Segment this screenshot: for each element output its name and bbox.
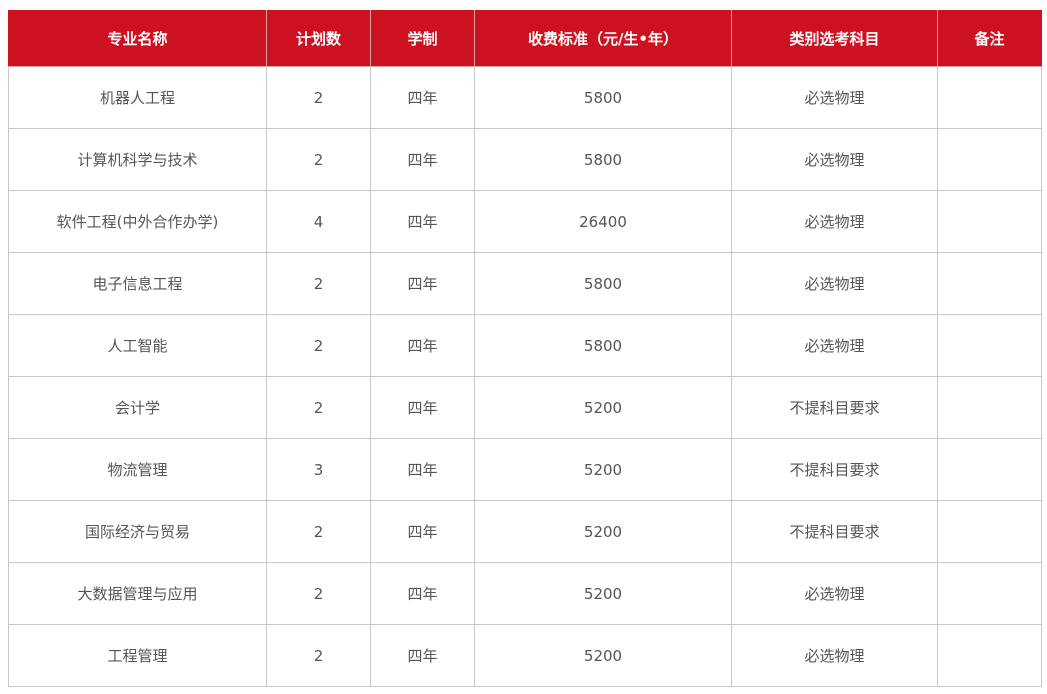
cell-remarks bbox=[937, 314, 1042, 377]
table-header-row: 专业名称 计划数 学制 收费标准（元/生•年） 类别选考科目 备注 bbox=[8, 10, 1042, 67]
header-remarks: 备注 bbox=[937, 10, 1042, 67]
cell-duration: 四年 bbox=[370, 562, 475, 625]
cell-duration: 四年 bbox=[370, 438, 475, 501]
table-row: 大数据管理与应用 2 四年 5200 必选物理 bbox=[8, 562, 1042, 625]
cell-major-name: 机器人工程 bbox=[8, 66, 267, 129]
cell-major-name: 物流管理 bbox=[8, 438, 267, 501]
table-row: 会计学 2 四年 5200 不提科目要求 bbox=[8, 376, 1042, 439]
table-row: 电子信息工程 2 四年 5800 必选物理 bbox=[8, 252, 1042, 315]
header-major-name: 专业名称 bbox=[8, 10, 267, 67]
cell-remarks bbox=[937, 190, 1042, 253]
table-row: 人工智能 2 四年 5800 必选物理 bbox=[8, 314, 1042, 377]
cell-subject-requirement: 必选物理 bbox=[731, 66, 938, 129]
cell-tuition: 5200 bbox=[474, 376, 732, 439]
cell-major-name: 计算机科学与技术 bbox=[8, 128, 267, 191]
cell-subject-requirement: 必选物理 bbox=[731, 624, 938, 687]
table-row: 机器人工程 2 四年 5800 必选物理 bbox=[8, 66, 1042, 129]
cell-remarks bbox=[937, 252, 1042, 315]
cell-plan-count: 2 bbox=[266, 562, 371, 625]
cell-tuition: 5200 bbox=[474, 438, 732, 501]
cell-duration: 四年 bbox=[370, 252, 475, 315]
cell-tuition: 5800 bbox=[474, 314, 732, 377]
cell-remarks bbox=[937, 376, 1042, 439]
enrollment-plan-table: 专业名称 计划数 学制 收费标准（元/生•年） 类别选考科目 备注 机器人工程 2 四年 580… bbox=[8, 10, 1042, 687]
cell-major-name: 人工智能 bbox=[8, 314, 267, 377]
header-subject-requirement: 类别选考科目 bbox=[731, 10, 938, 67]
cell-major-name: 工程管理 bbox=[8, 624, 267, 687]
cell-subject-requirement: 必选物理 bbox=[731, 562, 938, 625]
table-row: 软件工程(中外合作办学) 4 四年 26400 必选物理 bbox=[8, 190, 1042, 253]
cell-plan-count: 2 bbox=[266, 376, 371, 439]
cell-plan-count: 2 bbox=[266, 66, 371, 129]
cell-major-name: 电子信息工程 bbox=[8, 252, 267, 315]
table-row: 物流管理 3 四年 5200 不提科目要求 bbox=[8, 438, 1042, 501]
table-row: 工程管理 2 四年 5200 必选物理 bbox=[8, 624, 1042, 687]
cell-tuition: 5800 bbox=[474, 252, 732, 315]
cell-tuition: 5800 bbox=[474, 66, 732, 129]
cell-subject-requirement: 不提科目要求 bbox=[731, 500, 938, 563]
cell-plan-count: 2 bbox=[266, 128, 371, 191]
cell-remarks bbox=[937, 128, 1042, 191]
cell-duration: 四年 bbox=[370, 314, 475, 377]
cell-subject-requirement: 必选物理 bbox=[731, 314, 938, 377]
cell-subject-requirement: 必选物理 bbox=[731, 252, 938, 315]
cell-tuition: 26400 bbox=[474, 190, 732, 253]
cell-plan-count: 2 bbox=[266, 314, 371, 377]
cell-plan-count: 3 bbox=[266, 438, 371, 501]
header-duration: 学制 bbox=[370, 10, 475, 67]
header-tuition: 收费标准（元/生•年） bbox=[474, 10, 732, 67]
cell-remarks bbox=[937, 438, 1042, 501]
cell-plan-count: 2 bbox=[266, 252, 371, 315]
cell-plan-count: 4 bbox=[266, 190, 371, 253]
cell-major-name: 软件工程(中外合作办学) bbox=[8, 190, 267, 253]
cell-subject-requirement: 不提科目要求 bbox=[731, 376, 938, 439]
cell-major-name: 国际经济与贸易 bbox=[8, 500, 267, 563]
cell-tuition: 5200 bbox=[474, 500, 732, 563]
cell-duration: 四年 bbox=[370, 624, 475, 687]
cell-subject-requirement: 必选物理 bbox=[731, 128, 938, 191]
cell-remarks bbox=[937, 624, 1042, 687]
cell-tuition: 5200 bbox=[474, 624, 732, 687]
cell-tuition: 5800 bbox=[474, 128, 732, 191]
table-row: 国际经济与贸易 2 四年 5200 不提科目要求 bbox=[8, 500, 1042, 563]
cell-remarks bbox=[937, 500, 1042, 563]
cell-duration: 四年 bbox=[370, 376, 475, 439]
table-row: 计算机科学与技术 2 四年 5800 必选物理 bbox=[8, 128, 1042, 191]
cell-major-name: 会计学 bbox=[8, 376, 267, 439]
cell-duration: 四年 bbox=[370, 500, 475, 563]
cell-remarks bbox=[937, 66, 1042, 129]
cell-remarks bbox=[937, 562, 1042, 625]
cell-subject-requirement: 不提科目要求 bbox=[731, 438, 938, 501]
cell-tuition: 5200 bbox=[474, 562, 732, 625]
cell-duration: 四年 bbox=[370, 128, 475, 191]
cell-plan-count: 2 bbox=[266, 500, 371, 563]
cell-major-name: 大数据管理与应用 bbox=[8, 562, 267, 625]
cell-duration: 四年 bbox=[370, 190, 475, 253]
cell-subject-requirement: 必选物理 bbox=[731, 190, 938, 253]
cell-plan-count: 2 bbox=[266, 624, 371, 687]
cell-duration: 四年 bbox=[370, 66, 475, 129]
header-plan-count: 计划数 bbox=[266, 10, 371, 67]
